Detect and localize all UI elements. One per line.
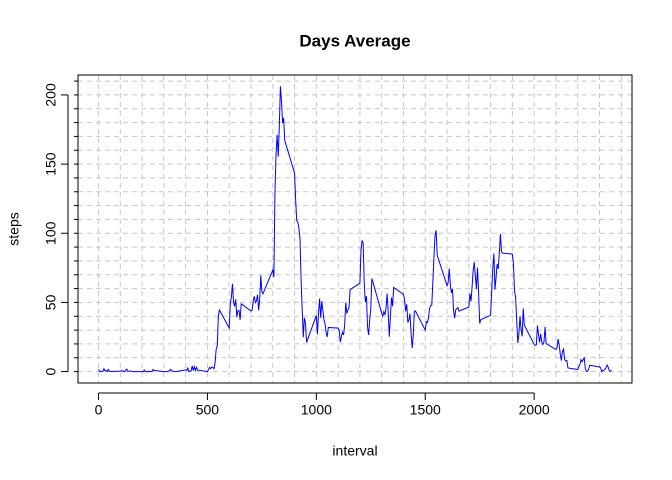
x-tick-label: 0 [95,402,103,418]
data-line [98,86,612,373]
x-tick-label: 1500 [410,402,441,418]
y-tick-label: 50 [43,294,59,310]
y-tick-label: 200 [43,83,59,107]
plot-frame [77,74,633,384]
y-tick-label: 150 [43,152,59,176]
chart-title: Days Average [299,31,410,50]
y-tick-label: 100 [43,221,59,245]
x-tick-label: 500 [196,402,220,418]
y-axis-label: steps [6,212,22,245]
x-axis-label: interval [332,443,377,459]
x-tick-label: 1000 [301,402,332,418]
x-tick-label: 2000 [519,402,550,418]
y-tick-label: 0 [43,367,59,375]
